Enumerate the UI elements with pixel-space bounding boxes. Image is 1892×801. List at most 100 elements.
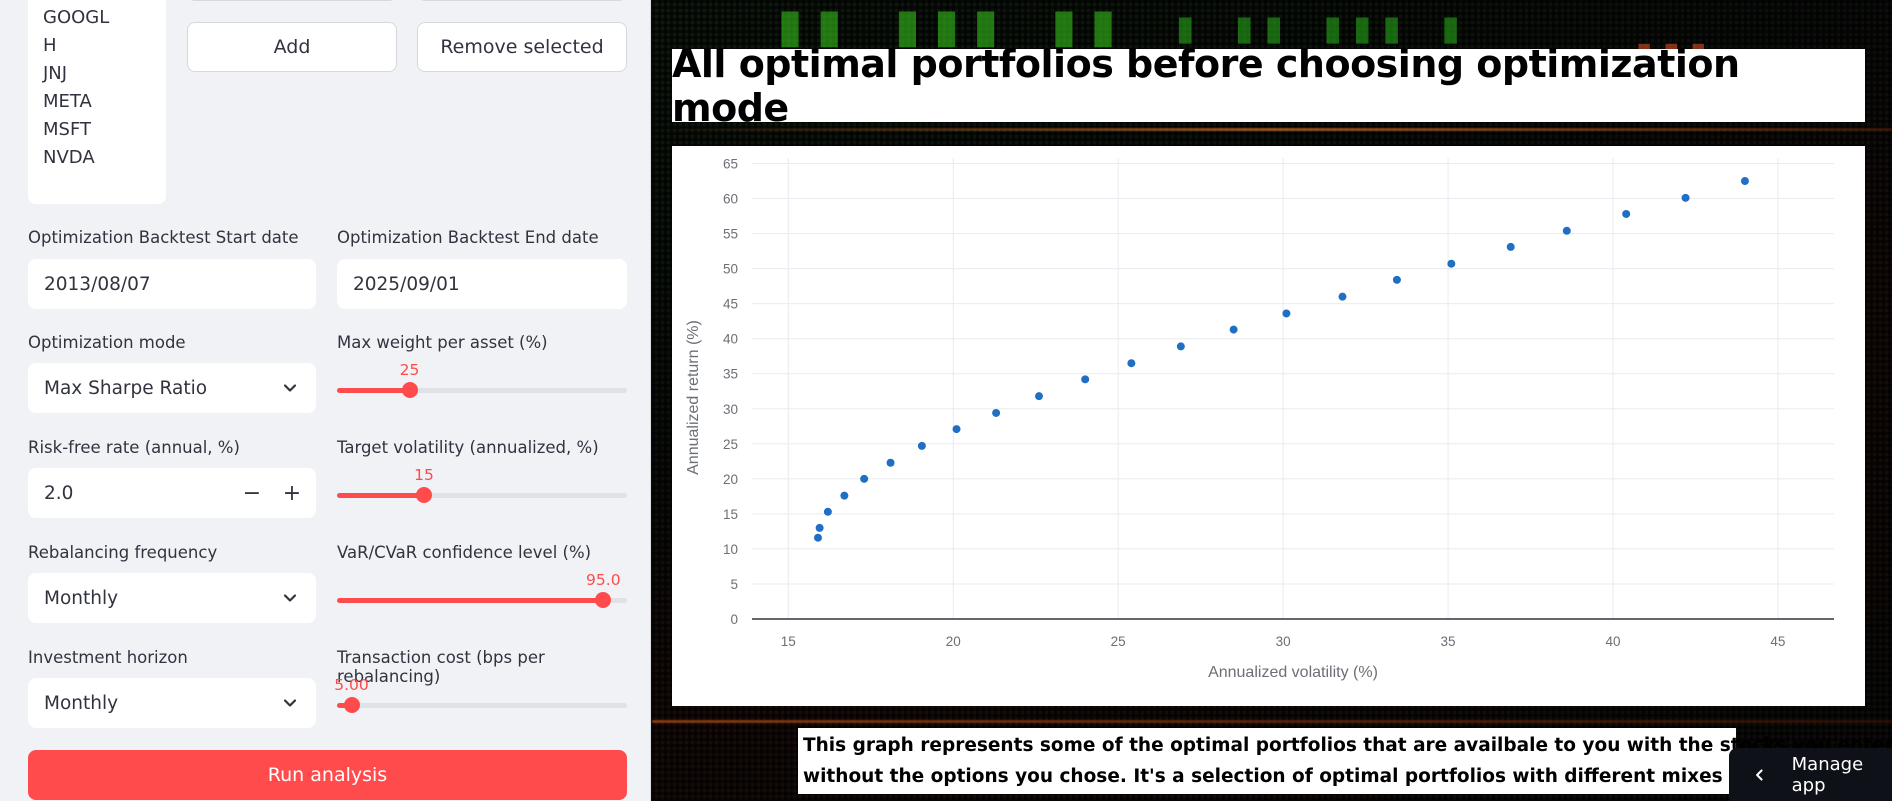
slider-track (337, 493, 627, 498)
risk-free-label: Risk-free rate (annual, %) (28, 438, 240, 457)
y-tick-label: 20 (723, 472, 738, 487)
scatter-point (917, 441, 926, 450)
x-tick-label: 30 (1276, 634, 1291, 649)
add-button[interactable]: Add (187, 22, 397, 72)
slider-track (337, 703, 627, 708)
scatter-point (1447, 259, 1456, 268)
x-tick-label: 40 (1605, 634, 1620, 649)
y-tick-label: 45 (723, 297, 738, 312)
optimization-mode-value: Max Sharpe Ratio (44, 377, 208, 399)
rebalancing-label: Rebalancing frequency (28, 543, 218, 562)
scatter-point (1176, 342, 1185, 351)
ticker-list[interactable]: GOOGL H JNJ META MSFT NVDA (28, 0, 166, 204)
ticker-input-field[interactable] (187, 0, 397, 1)
y-axis-title: Annualized return (%) (685, 320, 702, 475)
scatter-point (1562, 226, 1571, 235)
start-date-label: Optimization Backtest Start date (28, 228, 299, 247)
slider-thumb[interactable] (343, 697, 360, 713)
chevron-down-icon (283, 699, 297, 707)
slider-value: 5.00 (334, 676, 369, 694)
risk-free-value: 2.0 (44, 482, 74, 504)
scatter-point (1622, 209, 1631, 218)
scatter-point (1127, 359, 1136, 368)
slider-value: 95.0 (586, 571, 621, 589)
x-tick-label: 45 (1770, 634, 1785, 649)
var-conf-slider[interactable]: 95.0 (337, 571, 627, 611)
scatter-point (952, 425, 961, 434)
y-tick-label: 25 (723, 437, 738, 452)
y-tick-label: 40 (723, 332, 738, 347)
slider-thumb[interactable] (401, 382, 418, 398)
ticker-item[interactable]: H (43, 35, 57, 56)
horizon-label: Investment horizon (28, 648, 188, 667)
x-tick-label: 25 (1111, 634, 1126, 649)
scatter-point (1740, 177, 1749, 186)
scatter-point (1681, 193, 1690, 202)
ticker-item[interactable]: GOOGL (43, 7, 110, 28)
light-streak (652, 720, 1892, 723)
tx-cost-label: Transaction cost (bps per rebalancing) (337, 648, 545, 686)
chart-title-panel: All optimal portfolios before choosing o… (672, 42, 1865, 130)
scatter-plot-svg[interactable]: 0 5 10 15 20 25 30 35 40 45 50 55 60 65 15 20 25 30 35 40 45… (672, 146, 1865, 706)
light-streak (652, 128, 1892, 131)
optimization-mode-label: Optimization mode (28, 333, 186, 352)
efficient-frontier-chart[interactable]: 0 5 10 15 20 25 30 35 40 45 50 55 60 65 15 20 25 30 35 40 45… (672, 146, 1865, 706)
horizon-value: Monthly (44, 692, 119, 714)
slider-thumb[interactable] (416, 487, 432, 503)
horizon-select[interactable]: Monthly (28, 678, 316, 728)
rebalancing-select[interactable]: Monthly (28, 573, 316, 623)
tx-cost-slider[interactable]: 5.00 (334, 676, 627, 716)
slider-track (337, 388, 627, 393)
max-weight-slider[interactable]: 25 (337, 361, 627, 401)
scatter-point (1034, 392, 1043, 401)
x-tick-label: 35 (1441, 634, 1456, 649)
scatter-point (815, 523, 824, 532)
rebalancing-value: Monthly (44, 587, 119, 609)
ticker-item[interactable]: JNJ (43, 63, 68, 84)
scatter-point (1081, 375, 1090, 384)
scatter-point (1282, 309, 1291, 318)
scatter-point (813, 533, 822, 542)
end-date-input[interactable]: 2025/09/01 (337, 259, 627, 309)
y-tick-label: 15 (723, 507, 738, 522)
slider-thumb[interactable] (595, 592, 612, 608)
y-tick-label: 55 (723, 227, 738, 242)
x-axis-title: Annualized volatility (%) (1208, 664, 1378, 681)
manage-app-button[interactable]: Manage app (1729, 748, 1892, 801)
y-tick-label: 0 (730, 612, 738, 627)
run-analysis-button[interactable]: Run analysis (28, 750, 627, 800)
ticker-secondary-field[interactable] (417, 0, 627, 1)
slider-fill (337, 598, 604, 603)
description-line: This graph represents some of the optima… (803, 735, 1892, 756)
remove-selected-button[interactable]: Remove selected (417, 22, 627, 72)
ticker-item[interactable]: NVDA (43, 147, 95, 168)
scatter-point (1506, 242, 1515, 251)
scatter-point (1229, 325, 1238, 334)
var-conf-label: VaR/CVaR confidence level (%) (337, 543, 592, 562)
scatter-point (886, 458, 895, 467)
end-date-label: Optimization Backtest End date (337, 228, 599, 247)
max-weight-label: Max weight per asset (%) (337, 333, 548, 352)
slider-value: 15 (414, 466, 434, 484)
chevron-down-icon (283, 594, 297, 602)
y-tick-label: 50 (723, 262, 738, 277)
start-date-input[interactable]: 2013/08/07 (28, 259, 316, 309)
decrement-button[interactable]: − (242, 480, 262, 506)
increment-button[interactable]: + (282, 480, 302, 506)
y-tick-label: 10 (723, 542, 738, 557)
chart-title: All optimal portfolios before choosing o… (672, 41, 1740, 130)
y-tick-label: 60 (723, 192, 738, 207)
sidebar: GOOGL H JNJ META MSFT NVDA Add Remove selecte… (0, 0, 651, 801)
slider-fill (337, 388, 410, 393)
y-tick-label: 5 (730, 577, 738, 592)
scatter-point (1338, 292, 1347, 301)
y-tick-label: 30 (723, 402, 738, 417)
risk-free-input[interactable]: 2.0 − + (28, 468, 316, 518)
optimization-mode-select[interactable]: Max Sharpe Ratio (28, 363, 316, 413)
chevron-left-icon (1756, 768, 1763, 781)
ticker-item[interactable]: META (43, 91, 92, 112)
target-vol-slider[interactable]: 15 (337, 466, 627, 506)
ticker-item[interactable]: MSFT (43, 119, 91, 140)
scatter-point (992, 408, 1001, 417)
slider-fill (337, 493, 424, 498)
